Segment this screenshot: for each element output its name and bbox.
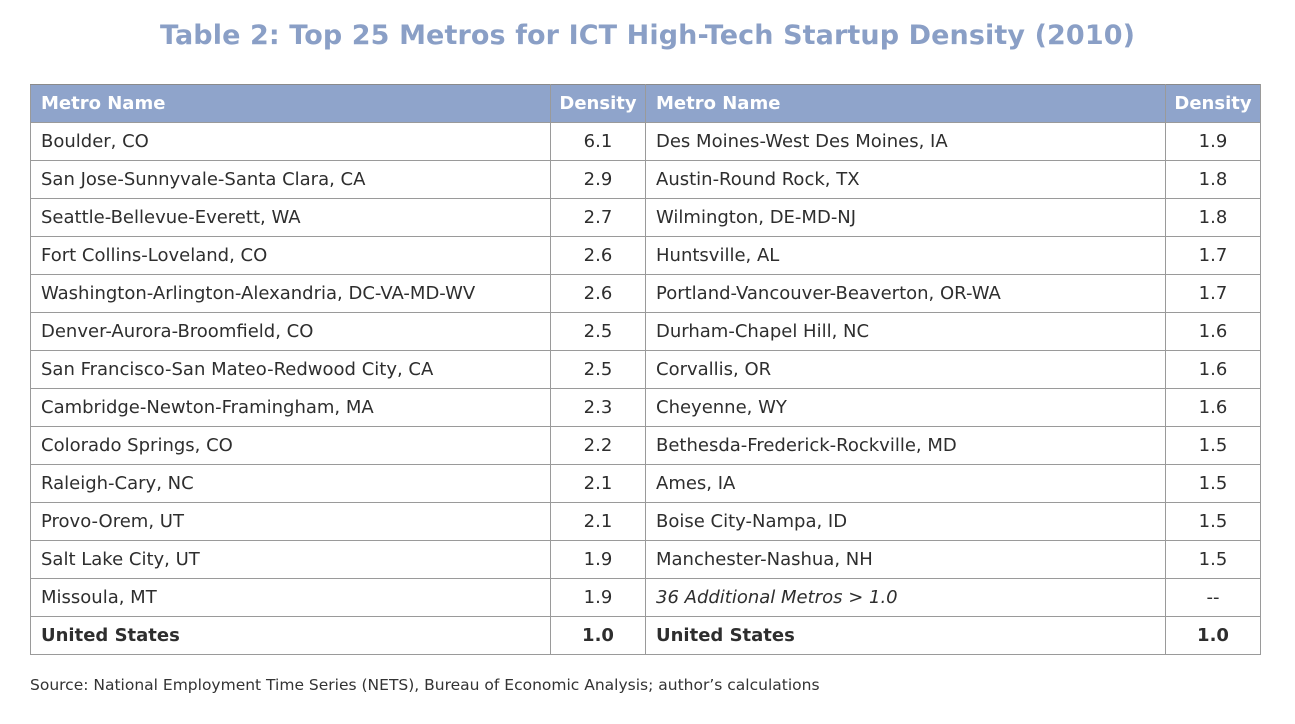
right-density-cell: 1.7 — [1165, 274, 1261, 313]
table-title: Table 2: Top 25 Metros for ICT High-Tech… — [159, 20, 1136, 51]
right-density-cell: 1.5 — [1165, 426, 1261, 465]
table-row: Cambridge-Newton-Framingham, MA 2.3 Chey… — [30, 388, 1261, 427]
left-density-cell: 6.1 — [550, 122, 646, 161]
right-metro-cell: Cheyenne, WY — [645, 388, 1166, 427]
right-density-cell: 1.6 — [1165, 350, 1261, 389]
right-density-cell: 1.6 — [1165, 312, 1261, 351]
right-density-cell: 1.9 — [1165, 122, 1261, 161]
left-density-cell: 2.1 — [550, 502, 646, 541]
table-row: Seattle-Bellevue-Everett, WA 2.7 Wilming… — [30, 198, 1261, 237]
left-metro-cell: Provo-Orem, UT — [30, 502, 551, 541]
header-density-right: Density — [1165, 84, 1261, 123]
left-metro-cell: Boulder, CO — [30, 122, 551, 161]
metro-density-table: Metro Name Density Metro Name Density Bo… — [30, 84, 1261, 655]
source-note: Source: National Employment Time Series … — [30, 676, 820, 694]
left-density-cell: 2.6 — [550, 274, 646, 313]
left-density-cell: 1.9 — [550, 578, 646, 617]
left-metro-cell: Colorado Springs, CO — [30, 426, 551, 465]
header-metro-name-right: Metro Name — [645, 84, 1166, 123]
left-density-cell: 2.6 — [550, 236, 646, 275]
right-density-cell: 1.7 — [1165, 236, 1261, 275]
left-metro-cell: Missoula, MT — [30, 578, 551, 617]
table-header-row: Metro Name Density Metro Name Density — [30, 84, 1261, 123]
right-density-cell: 1.5 — [1165, 464, 1261, 503]
right-metro-cell: Manchester-Nashua, NH — [645, 540, 1166, 579]
right-metro-cell: Boise City-Nampa, ID — [645, 502, 1166, 541]
left-metro-cell: Raleigh-Cary, NC — [30, 464, 551, 503]
table-row: Provo-Orem, UT 2.1 Boise City-Nampa, ID … — [30, 502, 1261, 541]
total-right-density: 1.0 — [1165, 616, 1261, 655]
table-row: Colorado Springs, CO 2.2 Bethesda-Freder… — [30, 426, 1261, 465]
additional-metros-note: 36 Additional Metros > 1.0 — [645, 578, 1166, 617]
table-row: Raleigh-Cary, NC 2.1 Ames, IA 1.5 — [30, 464, 1261, 503]
right-density-cell: 1.5 — [1165, 540, 1261, 579]
left-density-cell: 2.7 — [550, 198, 646, 237]
table-row: Boulder, CO 6.1 Des Moines-West Des Moin… — [30, 122, 1261, 161]
left-density-cell: 2.3 — [550, 388, 646, 427]
header-density-left: Density — [550, 84, 646, 123]
left-metro-cell: Salt Lake City, UT — [30, 540, 551, 579]
table-row: Washington-Arlington-Alexandria, DC-VA-M… — [30, 274, 1261, 313]
left-density-cell: 2.1 — [550, 464, 646, 503]
right-metro-cell: Des Moines-West Des Moines, IA — [645, 122, 1166, 161]
table-row: Missoula, MT 1.9 36 Additional Metros > … — [30, 578, 1261, 617]
right-metro-cell: Corvallis, OR — [645, 350, 1166, 389]
table-row: Fort Collins-Loveland, CO 2.6 Huntsville… — [30, 236, 1261, 275]
left-metro-cell: Denver-Aurora-Broomfield, CO — [30, 312, 551, 351]
total-row: United States 1.0 United States 1.0 — [30, 616, 1261, 655]
left-metro-cell: Washington-Arlington-Alexandria, DC-VA-M… — [30, 274, 551, 313]
right-metro-cell: Austin-Round Rock, TX — [645, 160, 1166, 199]
total-right-metro: United States — [645, 616, 1166, 655]
table-row: Salt Lake City, UT 1.9 Manchester-Nashua… — [30, 540, 1261, 579]
right-metro-cell: Durham-Chapel Hill, NC — [645, 312, 1166, 351]
left-metro-cell: Fort Collins-Loveland, CO — [30, 236, 551, 275]
right-metro-cell: Huntsville, AL — [645, 236, 1166, 275]
table-row: Denver-Aurora-Broomfield, CO 2.5 Durham-… — [30, 312, 1261, 351]
right-density-cell: -- — [1165, 578, 1261, 617]
right-metro-cell: Bethesda-Frederick-Rockville, MD — [645, 426, 1166, 465]
total-left-metro: United States — [30, 616, 551, 655]
left-metro-cell: San Francisco-San Mateo-Redwood City, CA — [30, 350, 551, 389]
table-row: San Jose-Sunnyvale-Santa Clara, CA 2.9 A… — [30, 160, 1261, 199]
left-density-cell: 2.5 — [550, 312, 646, 351]
table-row: San Francisco-San Mateo-Redwood City, CA… — [30, 350, 1261, 389]
header-metro-name-left: Metro Name — [30, 84, 551, 123]
right-metro-cell: Portland-Vancouver-Beaverton, OR-WA — [645, 274, 1166, 313]
right-density-cell: 1.5 — [1165, 502, 1261, 541]
left-metro-cell: Seattle-Bellevue-Everett, WA — [30, 198, 551, 237]
right-metro-cell: Ames, IA — [645, 464, 1166, 503]
right-density-cell: 1.6 — [1165, 388, 1261, 427]
left-metro-cell: Cambridge-Newton-Framingham, MA — [30, 388, 551, 427]
left-density-cell: 2.5 — [550, 350, 646, 389]
right-density-cell: 1.8 — [1165, 160, 1261, 199]
left-density-cell: 2.2 — [550, 426, 646, 465]
total-left-density: 1.0 — [550, 616, 646, 655]
left-density-cell: 1.9 — [550, 540, 646, 579]
right-density-cell: 1.8 — [1165, 198, 1261, 237]
right-metro-cell: Wilmington, DE-MD-NJ — [645, 198, 1166, 237]
left-metro-cell: San Jose-Sunnyvale-Santa Clara, CA — [30, 160, 551, 199]
left-density-cell: 2.9 — [550, 160, 646, 199]
